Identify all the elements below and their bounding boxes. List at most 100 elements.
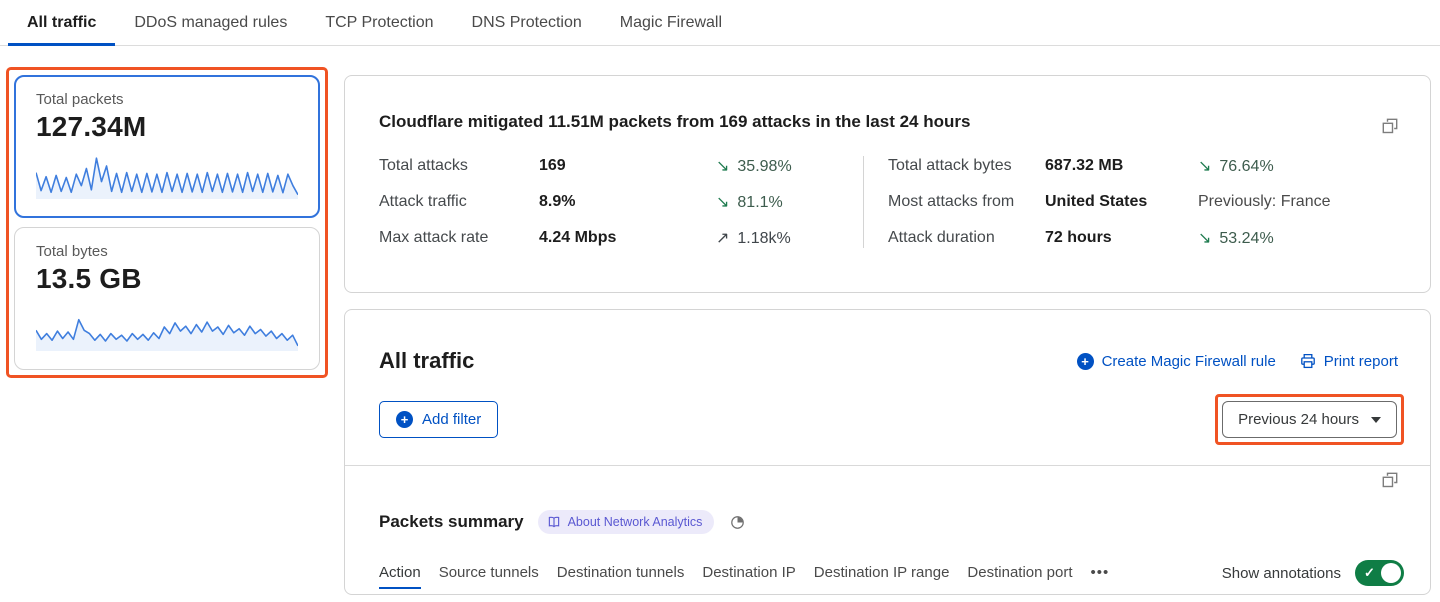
stat-value: United States bbox=[1045, 192, 1148, 210]
annotation-highlight-time-range: Previous 24 hours bbox=[1215, 394, 1404, 445]
stat-delta-value: 53.24% bbox=[1219, 229, 1274, 247]
caret-down-icon bbox=[1371, 416, 1381, 423]
stat-delta: ↘ 35.98% bbox=[716, 156, 843, 176]
stat-value: 4.24 Mbps bbox=[539, 229, 617, 246]
top-tab-bar: All traffic DDoS managed rules TCP Prote… bbox=[0, 0, 1440, 46]
tab-all-traffic[interactable]: All traffic bbox=[8, 0, 116, 46]
link-label: Print report bbox=[1323, 352, 1398, 370]
metric-value: 127.34M bbox=[36, 111, 147, 142]
filter-row: + Add filter Previous 24 hours bbox=[345, 374, 1430, 465]
tab-label: Destination port bbox=[967, 563, 1073, 581]
packets-summary-header: Packets summary About Network Analytics bbox=[345, 466, 1430, 534]
toggle-knob bbox=[1381, 563, 1401, 583]
tab-label: Destination IP range bbox=[813, 563, 950, 581]
stat-delta: ↘ 81.1% bbox=[716, 192, 843, 212]
book-icon bbox=[547, 515, 561, 529]
all-traffic-header: All traffic + Create Magic Firewall rule… bbox=[345, 310, 1430, 374]
plus-icon: + bbox=[1076, 352, 1094, 370]
tab-destination-port[interactable]: Destination port bbox=[967, 564, 1072, 591]
stat-label: Total attacks bbox=[379, 157, 468, 174]
stat-value: 72 hours bbox=[1045, 228, 1112, 246]
tab-dns-protection[interactable]: DNS Protection bbox=[453, 0, 601, 45]
annotation-highlight-metric-cards: Total packets 127.34M Total bytes 13.5 G… bbox=[6, 67, 328, 378]
stat-delta-value: 81.1% bbox=[737, 194, 783, 211]
stat-delta: ↘ 53.24% bbox=[1198, 228, 1396, 248]
tab-label: Destination tunnels bbox=[556, 563, 685, 581]
arrow-up-right-icon: ↗ bbox=[716, 230, 730, 247]
add-filter-button[interactable]: + Add filter bbox=[379, 401, 499, 438]
stat-label: Attack duration bbox=[888, 228, 995, 246]
tab-destination-ip-range[interactable]: Destination IP range bbox=[814, 564, 950, 591]
all-traffic-card: All traffic + Create Magic Firewall rule… bbox=[344, 309, 1431, 595]
stat-delta-value: 76.64% bbox=[1219, 158, 1274, 176]
metric-label: Total bytes bbox=[36, 243, 108, 260]
stat-delta-value: 1.18k% bbox=[737, 230, 791, 247]
total-bytes-card[interactable]: Total bytes 13.5 GB bbox=[14, 227, 320, 370]
header-links: + Create Magic Firewall rule Print repor… bbox=[1076, 352, 1398, 370]
metric-label: Total packets bbox=[36, 91, 124, 108]
bytes-sparkline-chart bbox=[36, 318, 298, 351]
plus-icon: + bbox=[396, 411, 413, 428]
stat-label: Total attack bytes bbox=[888, 157, 1012, 175]
print-report-link[interactable]: Print report bbox=[1300, 353, 1398, 370]
summary-title: Cloudflare mitigated 11.51M packets from… bbox=[379, 112, 971, 131]
printer-icon bbox=[1300, 353, 1316, 369]
dimension-tabs: Action Source tunnels Destination tunnel… bbox=[379, 564, 1109, 591]
stat-value: 687.32 MB bbox=[1045, 157, 1124, 175]
about-network-analytics-badge[interactable]: About Network Analytics bbox=[537, 510, 715, 534]
tab-label: Destination IP bbox=[702, 563, 796, 581]
packets-summary-tabs-row: Action Source tunnels Destination tunnel… bbox=[345, 534, 1430, 594]
arrow-down-right-icon: ↘ bbox=[1198, 229, 1212, 247]
button-label: Add filter bbox=[422, 411, 482, 428]
packets-summary-title: Packets summary bbox=[379, 512, 524, 531]
tab-destination-ip[interactable]: Destination IP bbox=[702, 564, 795, 591]
arrow-down-right-icon: ↘ bbox=[1198, 158, 1212, 176]
stat-label: Attack traffic bbox=[379, 193, 467, 210]
time-range-dropdown[interactable]: Previous 24 hours bbox=[1222, 401, 1397, 438]
dropdown-label: Previous 24 hours bbox=[1238, 411, 1359, 428]
tab-label: Magic Firewall bbox=[619, 13, 723, 31]
tab-label: DDoS managed rules bbox=[134, 13, 288, 31]
stat-delta-value: 35.98% bbox=[737, 158, 792, 175]
summary-stats: Total attacks 169 ↘ 35.98% Attack traffic… bbox=[379, 156, 1396, 248]
stat-delta: Previously: France bbox=[1198, 193, 1396, 211]
link-label: Create Magic Firewall rule bbox=[1101, 352, 1276, 370]
tab-label: Source tunnels bbox=[438, 563, 539, 581]
tab-source-tunnels[interactable]: Source tunnels bbox=[439, 564, 539, 591]
attack-summary-card: Cloudflare mitigated 11.51M packets from… bbox=[344, 75, 1431, 293]
tab-action[interactable]: Action bbox=[379, 564, 421, 591]
stat-label: Most attacks from bbox=[888, 192, 1015, 210]
history-icon[interactable] bbox=[730, 515, 745, 530]
stat-value: 169 bbox=[539, 157, 566, 174]
tab-label: All traffic bbox=[27, 13, 97, 31]
stat-label: Max attack rate bbox=[379, 229, 489, 246]
total-packets-card[interactable]: Total packets 127.34M bbox=[14, 75, 320, 218]
stat-delta: ↘ 76.64% bbox=[1198, 156, 1396, 176]
tab-tcp-protection[interactable]: TCP Protection bbox=[306, 0, 452, 45]
show-annotations-control: Show annotations ✓ bbox=[1222, 560, 1404, 594]
metric-value: 13.5 GB bbox=[36, 263, 142, 294]
summary-stats-right: Total attack bytes 687.32 MB ↘ 76.64% Mos… bbox=[863, 156, 1396, 248]
copy-icon[interactable] bbox=[1382, 118, 1398, 134]
tab-label: TCP Protection bbox=[325, 13, 434, 31]
tab-destination-tunnels[interactable]: Destination tunnels bbox=[557, 564, 685, 591]
section-divider bbox=[345, 465, 1430, 466]
tab-ddos-managed-rules[interactable]: DDoS managed rules bbox=[115, 0, 306, 45]
page-content: Total packets 127.34M Total bytes 13.5 G… bbox=[0, 46, 1440, 595]
check-icon: ✓ bbox=[1364, 565, 1375, 580]
stat-value: 8.9% bbox=[539, 193, 576, 210]
packets-sparkline-chart bbox=[36, 157, 298, 199]
show-annotations-label: Show annotations bbox=[1221, 564, 1341, 582]
all-traffic-title: All traffic bbox=[379, 348, 475, 373]
tab-label: Action bbox=[379, 563, 421, 581]
more-tabs-button[interactable]: ••• bbox=[1090, 563, 1110, 581]
arrow-down-right-icon: ↘ bbox=[716, 194, 730, 211]
tab-magic-firewall[interactable]: Magic Firewall bbox=[601, 0, 741, 45]
stat-delta: ↗ 1.18k% bbox=[716, 228, 843, 248]
arrow-down-right-icon: ↘ bbox=[716, 158, 730, 175]
copy-icon[interactable] bbox=[1382, 472, 1398, 488]
tab-label: DNS Protection bbox=[471, 13, 582, 31]
main-panel: Cloudflare mitigated 11.51M packets from… bbox=[344, 75, 1431, 595]
create-magic-firewall-rule-link[interactable]: + Create Magic Firewall rule bbox=[1076, 352, 1276, 370]
show-annotations-toggle[interactable]: ✓ bbox=[1355, 560, 1404, 586]
